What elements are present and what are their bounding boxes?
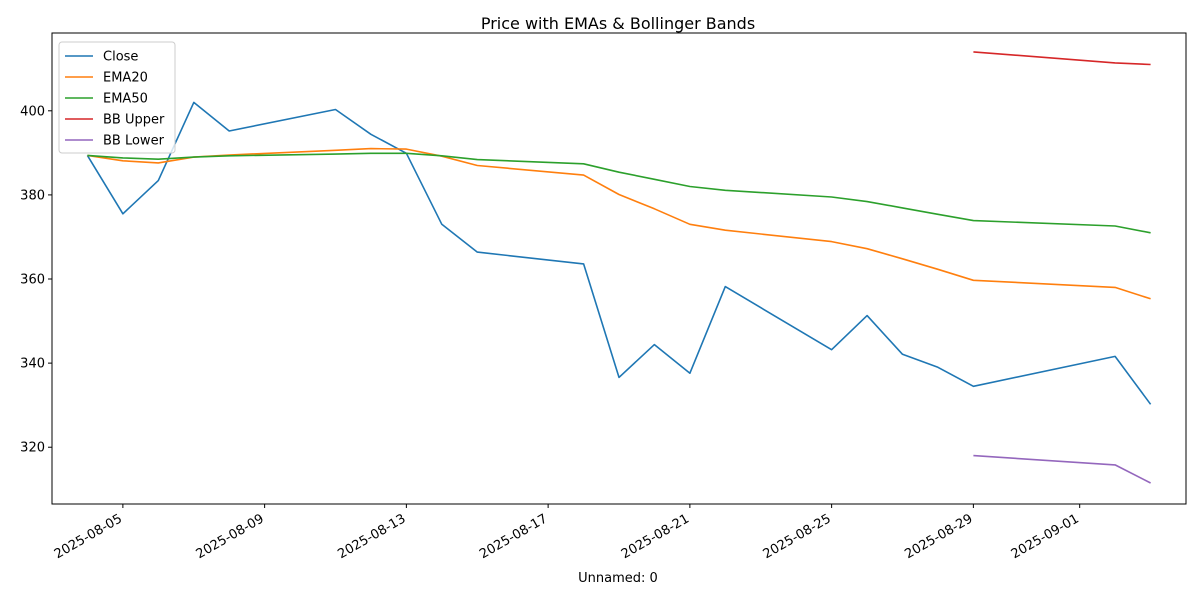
- y-tick-label: 380: [20, 188, 45, 203]
- legend-label-ema20: EMA20: [103, 71, 148, 86]
- x-axis-label: Unnamed: 0: [578, 571, 658, 586]
- y-axis: 320 340 360 380 400: [20, 104, 52, 456]
- legend-label-bb-upper: BB Upper: [103, 113, 165, 128]
- plot-area: [51, 32, 1187, 505]
- legend-label-ema50: EMA50: [103, 92, 148, 107]
- y-tick-label: 360: [20, 273, 45, 288]
- legend-label-bb-lower: BB Lower: [103, 134, 165, 149]
- legend-box: [58, 41, 176, 154]
- legend-label-close: Close: [103, 50, 138, 65]
- y-tick-label: 340: [20, 357, 45, 372]
- legend: Close EMA20 EMA50 BB Upper BB Lower: [58, 41, 176, 154]
- series-line-ema50: [87, 152, 1151, 234]
- series-line-bb-lower: [973, 454, 1151, 484]
- chart-title: Price with EMAs & Bollinger Bands: [481, 14, 755, 33]
- series-layer: [86, 51, 1152, 484]
- y-tick-label: 320: [20, 441, 45, 456]
- y-tick-label: 400: [20, 104, 45, 119]
- series-line-close: [86, 101, 1152, 405]
- plot-frame: [51, 32, 1187, 505]
- series-line-bb-upper: [973, 51, 1151, 66]
